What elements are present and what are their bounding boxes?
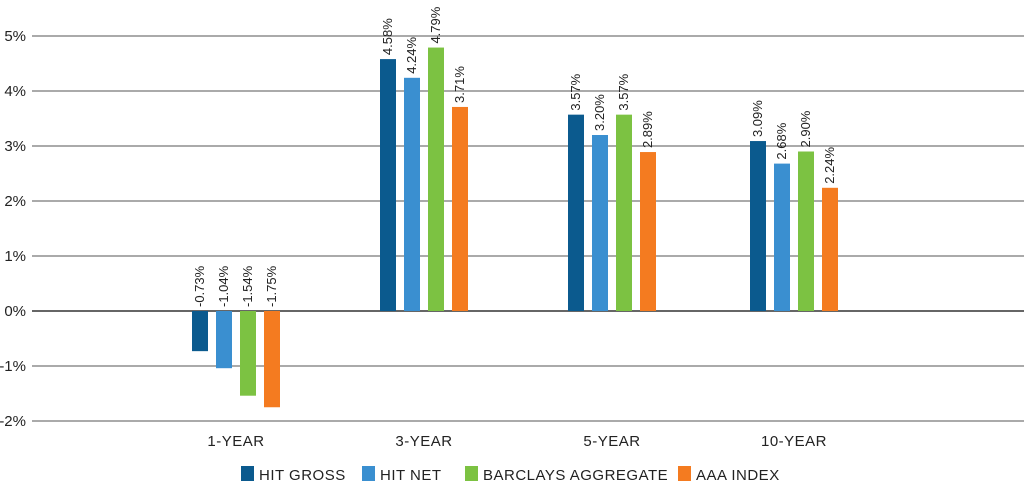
legend-item: HIT GROSS bbox=[241, 466, 346, 484]
bar bbox=[192, 311, 208, 352]
bar bbox=[452, 106, 468, 311]
legend: HIT GROSS HIT NET BARCLAYS AGGREGATE AAA IN… bbox=[241, 466, 780, 484]
y-tick-label: 1% bbox=[4, 248, 26, 265]
y-tick-label: 0% bbox=[4, 303, 26, 320]
legend-label: AAA INDEX bbox=[696, 467, 780, 484]
legend-label: HIT GROSS bbox=[259, 467, 346, 484]
data-label: 4.24% bbox=[404, 36, 419, 73]
legend-item: BARCLAYS AGGREGATE bbox=[465, 466, 668, 484]
y-tick-label: 4% bbox=[4, 83, 26, 100]
data-label: -1.75% bbox=[264, 265, 279, 307]
data-label: 2.90% bbox=[798, 110, 813, 147]
legend-swatch bbox=[241, 466, 254, 481]
bar bbox=[240, 311, 256, 396]
legend-item: AAA INDEX bbox=[678, 466, 780, 484]
legend-swatch bbox=[362, 466, 375, 481]
bar bbox=[774, 163, 790, 311]
legend-label: BARCLAYS AGGREGATE bbox=[483, 467, 668, 484]
data-label: 3.57% bbox=[568, 73, 583, 110]
data-label: 3.57% bbox=[616, 73, 631, 110]
bar bbox=[592, 135, 608, 311]
legend-swatch bbox=[678, 466, 691, 481]
bars bbox=[192, 47, 838, 408]
y-tick-label: 2% bbox=[4, 193, 26, 210]
data-label: 3.09% bbox=[750, 100, 765, 137]
bar bbox=[264, 311, 280, 408]
data-label: 3.20% bbox=[592, 94, 607, 131]
category-label: 5-YEAR bbox=[583, 433, 640, 450]
y-tick-label: -2% bbox=[0, 413, 26, 430]
bar bbox=[640, 152, 656, 311]
y-tick-label: -1% bbox=[0, 358, 26, 375]
gridlines bbox=[32, 35, 1024, 422]
data-label: 2.68% bbox=[774, 122, 789, 159]
category-label: 3-YEAR bbox=[395, 433, 452, 450]
bar bbox=[404, 77, 420, 311]
data-label: 4.58% bbox=[380, 18, 395, 55]
legend-label: HIT NET bbox=[380, 467, 442, 484]
y-tick-label: 3% bbox=[4, 138, 26, 155]
bar bbox=[380, 59, 396, 311]
bar bbox=[216, 311, 232, 369]
bar bbox=[428, 47, 444, 312]
data-label: 4.79% bbox=[428, 6, 443, 43]
bar bbox=[822, 187, 838, 311]
data-label: -1.54% bbox=[240, 265, 255, 307]
legend-item: HIT NET bbox=[362, 466, 442, 484]
legend-swatch bbox=[465, 466, 478, 481]
x-axis-category-labels: 1-YEAR 3-YEAR 5-YEAR 10-YEAR bbox=[207, 433, 827, 450]
bar bbox=[750, 141, 766, 311]
data-label: 3.71% bbox=[452, 66, 467, 103]
y-tick-label: 5% bbox=[4, 28, 26, 45]
data-labels: -0.73% -1.04% -1.54% -1.75% 4.58% 4.24% 4.79% 3… bbox=[192, 6, 837, 307]
bar bbox=[568, 114, 584, 312]
y-axis-tick-labels: 5% 4% 3% 2% 1% 0% -1% -2% bbox=[0, 28, 26, 430]
data-label: -1.04% bbox=[216, 265, 231, 307]
bar bbox=[616, 114, 632, 312]
data-label: -0.73% bbox=[192, 265, 207, 307]
category-label: 10-YEAR bbox=[761, 433, 827, 450]
bar bbox=[798, 151, 814, 311]
data-label: 2.24% bbox=[822, 146, 837, 183]
data-label: 2.89% bbox=[640, 111, 655, 148]
category-label: 1-YEAR bbox=[207, 433, 264, 450]
